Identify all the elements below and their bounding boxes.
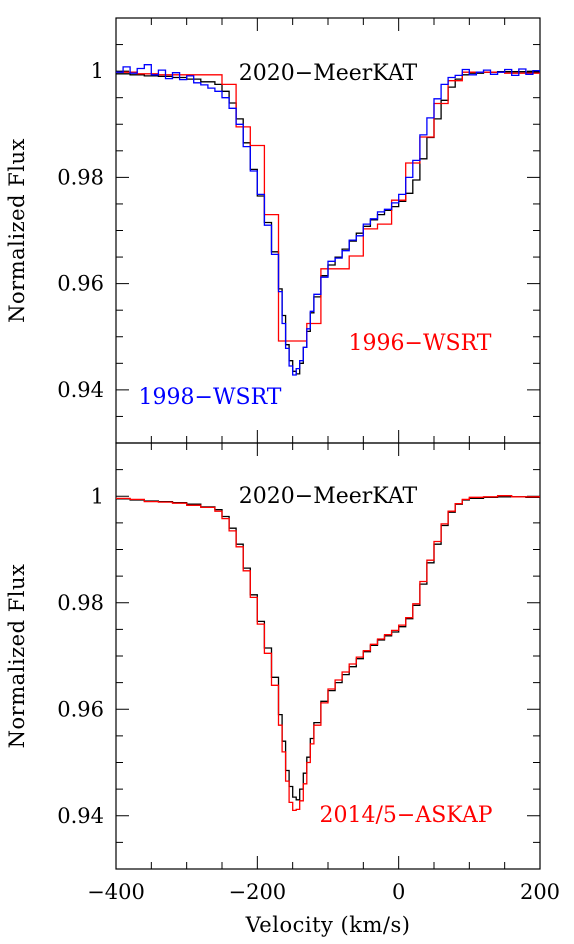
y-tick-label: 1 xyxy=(91,59,104,83)
series-annotation: 1996−WSRT xyxy=(349,331,492,356)
series-line xyxy=(116,71,540,375)
y-tick-label: 0.96 xyxy=(57,697,104,721)
panel-top: 1 0.98 0.96 0.94 Normalized Flux 2020−MeerKAT… xyxy=(5,17,541,444)
y-tick-label: 0.94 xyxy=(57,804,104,828)
series-line xyxy=(116,495,540,812)
series-line xyxy=(116,496,540,801)
x-axis-title: Velocity (km/s) xyxy=(245,913,411,937)
series-annotation: 2020−MeerKAT xyxy=(239,61,418,86)
y-axis-title: Normalized Flux xyxy=(5,138,29,323)
y-axis-title: Normalized Flux xyxy=(5,564,29,749)
y-tick-label: 0.98 xyxy=(57,591,104,615)
series-group xyxy=(116,495,540,812)
series-group xyxy=(116,64,540,376)
x-tick-label: 200 xyxy=(520,880,560,904)
series-annotation: 1998−WSRT xyxy=(139,385,282,410)
y-tick-label: 0.98 xyxy=(57,165,104,189)
x-tick-label: −400 xyxy=(87,880,145,904)
y-tick-label: 1 xyxy=(91,484,104,508)
y-tick-label: 0.94 xyxy=(57,378,104,402)
series-line xyxy=(116,71,540,342)
panel-bottom: 1 0.98 0.96 0.94 −400 −200 0 200 Normalized Flux… xyxy=(5,442,560,937)
x-tick-label: 0 xyxy=(392,880,405,904)
x-tick-label: −200 xyxy=(228,880,286,904)
series-line xyxy=(116,64,540,376)
y-tick-label: 0.96 xyxy=(57,272,104,296)
series-annotation: 2014/5−ASKAP xyxy=(319,803,492,828)
series-annotation: 2020−MeerKAT xyxy=(239,484,418,509)
